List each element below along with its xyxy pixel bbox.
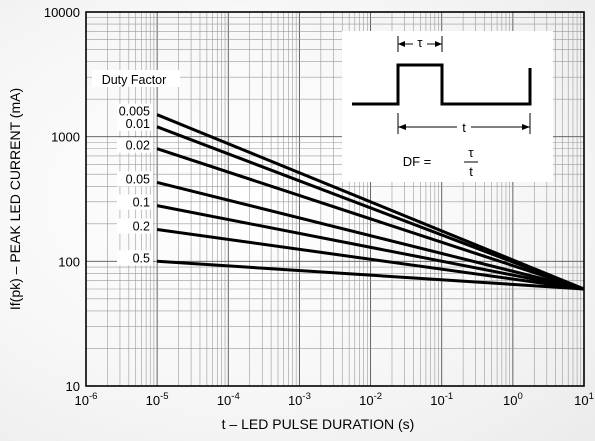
x-tick-label: 10-5 [146, 391, 169, 408]
t-left-arrow [398, 124, 406, 130]
series-label: 0.01 [126, 117, 150, 131]
x-tick-label: 10-2 [359, 391, 382, 408]
series-label-background [117, 137, 153, 153]
x-axis-label: t – LED PULSE DURATION (s) [222, 416, 415, 432]
tau-label-background [413, 35, 427, 49]
legend-title: Duty Factor [102, 73, 167, 87]
series-label-background [117, 103, 153, 119]
series-label: 0.05 [126, 172, 150, 186]
y-axis-label: If(pk) – PEAK LED CURRENT (mA) [7, 88, 23, 310]
df-numerator: τ [468, 145, 474, 160]
x-tick-label: 101 [574, 391, 594, 408]
df-formula-prefix: DF = [403, 154, 432, 169]
t-label-background [457, 119, 471, 135]
t-right-arrow [522, 124, 530, 130]
series-label: 0.5 [133, 251, 150, 265]
series-label-background [117, 115, 153, 131]
legend-title-background [92, 70, 180, 87]
plot-frame [85, 11, 585, 387]
y-tick-label: 10 [66, 379, 80, 394]
series-line [156, 180, 585, 291]
series-label-background [117, 218, 153, 234]
x-tick-label: 10-1 [430, 391, 453, 408]
series-lines [156, 113, 585, 291]
series-label: 0.02 [126, 139, 150, 153]
tau-left-arrow [398, 41, 405, 47]
series-label-background [117, 171, 153, 187]
series-line [156, 147, 585, 291]
x-tick-label: 10-6 [75, 391, 98, 408]
series-line [156, 204, 585, 291]
series-label: 0.2 [133, 220, 150, 234]
df-denominator: t [469, 164, 473, 179]
y-tick-labels: 10 100 1000 10000 [44, 5, 80, 394]
series-line [156, 113, 585, 291]
series-label: 0.005 [119, 105, 150, 119]
series-line [156, 125, 585, 291]
y-tick-label: 1000 [51, 130, 80, 145]
series-label: 0.1 [133, 196, 150, 210]
series-line [156, 228, 585, 291]
x-tick-labels: 10-6 10-5 10-4 10-3 10-2 10-1 100 101 [75, 391, 594, 408]
series-line [157, 259, 585, 291]
series-label-background [117, 194, 153, 210]
pulse-diagram-inset: τ t DF = τ t [342, 31, 553, 182]
tau-label: τ [417, 35, 423, 50]
t-label: t [462, 120, 466, 135]
y-tick-label: 100 [58, 254, 80, 269]
x-tick-label: 100 [503, 391, 523, 408]
pulse-waveform [352, 63, 532, 106]
inset-background [342, 31, 553, 182]
x-tick-label: 10-3 [288, 391, 311, 408]
series-label-background [117, 250, 153, 266]
y-tick-label: 10000 [44, 5, 80, 20]
tau-right-arrow [435, 41, 442, 47]
x-tick-label: 10-4 [217, 391, 240, 408]
